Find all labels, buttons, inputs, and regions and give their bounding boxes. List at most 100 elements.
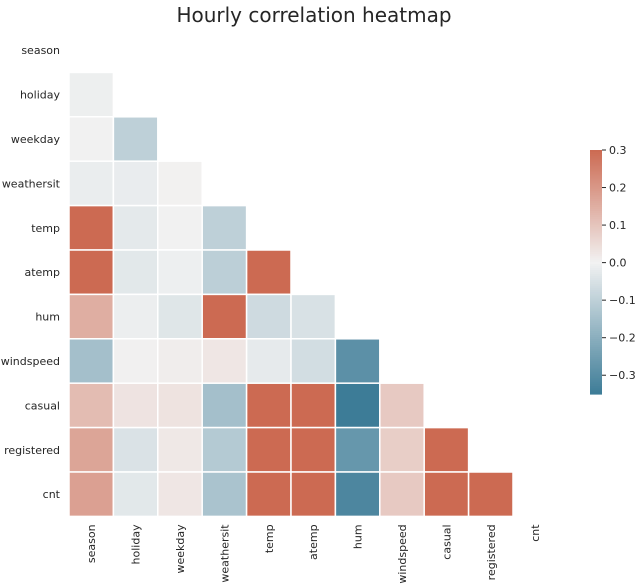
- x-tick-label: windspeed: [396, 524, 409, 583]
- colorbar-segment: [590, 349, 602, 352]
- colorbar-segment: [590, 328, 602, 332]
- y-tick-label: temp: [31, 222, 60, 235]
- colorbar-segment: [590, 335, 602, 338]
- colorbar-tick-label: 0.0: [609, 257, 627, 270]
- colorbar-segment: [590, 235, 602, 239]
- heatmap-cell-windspeed-weekday: [157, 338, 203, 384]
- heatmap-cell-casual-atemp: [290, 382, 337, 429]
- colorbar-segment: [590, 223, 602, 226]
- colorbar-segment: [590, 188, 602, 192]
- heatmap-cell-registered-season: [68, 426, 115, 473]
- heatmap-cell-registered-holiday: [112, 426, 159, 473]
- colorbar-segment: [590, 241, 602, 245]
- heatmap-cell-atemp-season: [68, 249, 115, 296]
- x-tick-labels: season holiday weekday weathersit temp atemp h…: [85, 524, 542, 584]
- colorbar-segment: [590, 200, 602, 204]
- colorbar-segment: [590, 243, 602, 247]
- heatmap-cell-casual-holiday: [112, 382, 159, 429]
- heatmap-cell-registered-weekday: [157, 426, 203, 473]
- heatmap-cell-hum-weathersit: [201, 293, 248, 340]
- y-tick-label: hum: [35, 311, 60, 324]
- heatmap-cell-registered-temp: [245, 426, 292, 473]
- heatmap-cell-casual-windspeed: [379, 382, 425, 429]
- heatmap-cell-windspeed-temp: [245, 338, 292, 384]
- colorbar-segment: [590, 265, 602, 269]
- x-tick-label: weekday: [174, 524, 187, 574]
- heatmap-cell-hum-season: [68, 293, 115, 340]
- heatmap-cell-hum-holiday: [112, 293, 159, 340]
- heatmap-cell-windspeed-season: [68, 338, 115, 384]
- heatmap-cell-temp-holiday: [112, 204, 159, 251]
- colorbar-segment: [590, 263, 602, 267]
- colorbar-tick-label: −0.2: [609, 332, 636, 345]
- colorbar-segment: [590, 296, 602, 300]
- colorbar-segment: [590, 294, 602, 297]
- colorbar-segment: [590, 322, 602, 326]
- colorbar-segment: [590, 361, 602, 365]
- heatmap-cell-weathersit-season: [68, 160, 115, 207]
- heatmap-cell-weathersit-weekday: [157, 160, 203, 207]
- colorbar-segment: [590, 152, 602, 155]
- colorbar-segment: [590, 164, 602, 167]
- colorbar-segment: [590, 211, 602, 214]
- y-tick-label: holiday: [20, 89, 61, 102]
- colorbar-segment: [590, 219, 602, 222]
- colorbar-segment: [590, 239, 602, 243]
- x-tick-label: atemp: [307, 524, 320, 560]
- colorbar-segment: [590, 337, 602, 340]
- colorbar-segment: [590, 178, 602, 182]
- colorbar-segment: [590, 196, 602, 200]
- y-tick-label: season: [21, 44, 60, 57]
- colorbar-segment: [590, 343, 602, 346]
- heatmap-cell-windspeed-hum: [334, 338, 381, 384]
- colorbar-segment: [590, 237, 602, 241]
- colorbar-segment: [590, 217, 602, 220]
- colorbar-segment: [590, 208, 602, 212]
- colorbar-segment: [590, 308, 602, 312]
- heatmap-cell-cnt-atemp: [290, 471, 337, 518]
- colorbar-segment: [590, 221, 602, 224]
- heatmap-cell-weekday-holiday: [112, 116, 159, 162]
- colorbar-segment: [590, 276, 602, 279]
- colorbar-segment: [590, 357, 602, 361]
- heatmap-cell-registered-weathersit: [201, 426, 248, 473]
- colorbar-segment: [590, 245, 602, 249]
- heatmap-cell-registered-atemp: [290, 426, 337, 473]
- colorbar-segment: [590, 204, 602, 208]
- colorbar-segment: [590, 320, 602, 324]
- heatmap-cells: [68, 71, 514, 518]
- heatmap-cell-cnt-windspeed: [379, 471, 425, 518]
- colorbar-segment: [590, 261, 602, 265]
- heatmap-cell-windspeed-holiday: [112, 338, 159, 384]
- colorbar-segment: [590, 355, 602, 358]
- colorbar-segment: [590, 292, 602, 295]
- colorbar-segment: [590, 383, 602, 387]
- x-tick-label: registered: [485, 524, 498, 580]
- y-tick-label: registered: [4, 444, 60, 457]
- colorbar-segment: [590, 330, 602, 334]
- heatmap-cell-registered-hum: [334, 426, 381, 473]
- colorbar-segment: [590, 150, 602, 153]
- colorbar-segment: [590, 247, 602, 251]
- colorbar-segment: [590, 300, 602, 304]
- colorbar-segment: [590, 156, 602, 159]
- colorbar-segment: [590, 288, 602, 291]
- colorbar-segment: [590, 282, 602, 285]
- colorbar-segment: [590, 213, 602, 216]
- colorbar-segment: [590, 202, 602, 206]
- colorbar-segment: [590, 154, 602, 157]
- heatmap-cell-cnt-hum: [334, 471, 381, 518]
- heatmap-cell-casual-hum: [334, 382, 381, 429]
- heatmap-cell-casual-weathersit: [201, 382, 248, 429]
- colorbar-segment: [590, 363, 602, 367]
- colorbar-segment: [590, 192, 602, 196]
- colorbar-segment: [590, 324, 602, 328]
- colorbar-segment: [590, 267, 602, 271]
- heatmap-cell-atemp-holiday: [112, 249, 159, 296]
- colorbar-segment: [590, 272, 602, 275]
- heatmap-cell-registered-casual: [423, 426, 470, 473]
- colorbar-segment: [590, 339, 602, 342]
- colorbar-segment: [590, 375, 602, 379]
- colorbar-segment: [590, 284, 602, 287]
- y-tick-label: atemp: [24, 266, 60, 279]
